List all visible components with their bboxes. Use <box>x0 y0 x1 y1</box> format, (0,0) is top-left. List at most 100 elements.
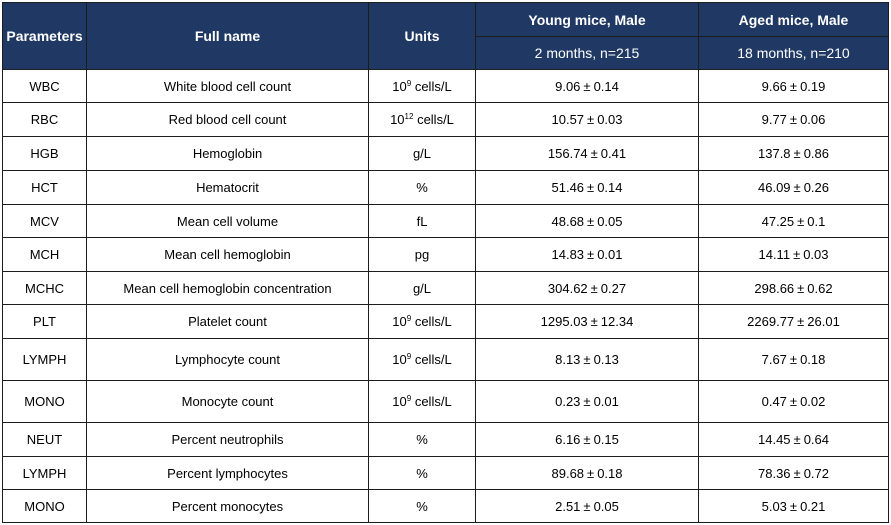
mean-value: 47.25 <box>761 213 795 229</box>
cell-units: g/L <box>368 271 476 305</box>
mean-value: 6.16 <box>555 432 581 447</box>
unit-base: g/L <box>412 146 432 161</box>
plus-minus-symbol: ± <box>587 180 595 195</box>
cell-full-name: Mean cell hemoglobin concentration <box>86 271 369 305</box>
cell-aged-value: 14.45 ±0.64 <box>698 422 889 457</box>
cell-full-name: White blood cell count <box>86 69 369 103</box>
unit-base: 10 <box>392 394 407 409</box>
table-row: WBC White blood cell count 109 cells/L 9.06… <box>2 69 889 103</box>
mean-value: 14.11 <box>758 247 791 262</box>
sem-value: 0.03 <box>803 247 829 262</box>
sem-value: 0.26 <box>803 180 829 195</box>
cell-full-name: Lymphocyte count <box>86 338 369 381</box>
header-row: Parameters Full name Units Young mice, M… <box>2 2 889 70</box>
cell-aged-value: 7.67 ±0.18 <box>698 338 889 381</box>
cell-aged-value: 2269.77 ±26.01 <box>698 304 889 339</box>
sem-value: 0.01 <box>593 394 619 409</box>
cell-units: % <box>368 489 476 523</box>
cell-parameter: PLT <box>2 304 87 339</box>
cell-units: g/L <box>368 136 476 171</box>
mean-value: 137.8 <box>758 146 791 161</box>
cell-units: 109 cells/L <box>368 304 476 339</box>
cell-full-name: Platelet count <box>86 304 369 339</box>
mean-value: 0.23 <box>555 394 581 409</box>
table-row: NEUT Percent neutrophils% 6.16 ±0.15 14.45 ±0… <box>2 422 889 457</box>
sem-value: 0.06 <box>800 112 826 127</box>
plus-minus-symbol: ± <box>583 498 591 514</box>
cell-aged-value: 46.09 ±0.26 <box>698 170 889 205</box>
unit-suffix: cells/L <box>411 314 452 329</box>
plus-minus-symbol: ± <box>583 432 591 447</box>
cell-full-name: Percent monocytes <box>86 489 369 523</box>
unit-base: pg <box>414 247 430 262</box>
unit-suffix: cells/L <box>413 112 454 127</box>
unit-exponent: 9 <box>406 314 412 323</box>
unit-base: % <box>416 465 428 481</box>
header-full-name: Full name <box>86 2 369 70</box>
cell-young-value: 89.68 ±0.18 <box>475 456 699 490</box>
cell-young-value: 6.16 ±0.15 <box>475 422 699 457</box>
table-row: LYMPH Lymphocyte count 109 cells/L 8.13 ±0.1… <box>2 338 889 381</box>
plus-minus-symbol: ± <box>789 498 798 514</box>
plus-minus-symbol: ± <box>789 112 798 127</box>
cell-full-name: Hematocrit <box>86 170 369 205</box>
cell-aged-value: 298.66 ±0.62 <box>698 271 889 305</box>
sem-value: 0.15 <box>593 432 619 447</box>
unit-exponent: 9 <box>406 394 412 403</box>
plus-minus-symbol: ± <box>793 180 801 195</box>
cell-parameter: MCV <box>2 204 87 238</box>
cell-parameter: HCT <box>2 170 87 205</box>
cell-units: 109 cells/L <box>368 69 476 103</box>
unit-exponent: 9 <box>406 78 412 88</box>
unit-exponent: 9 <box>406 352 412 361</box>
plus-minus-symbol: ± <box>587 112 595 127</box>
mean-value: 14.83 <box>551 247 585 262</box>
sem-value: 0.27 <box>600 280 627 296</box>
cell-units: 109 cells/L <box>368 380 476 423</box>
mean-value: 304.62 <box>547 280 588 296</box>
sem-value: 0.13 <box>593 352 619 367</box>
unit-base: 10 <box>392 314 407 329</box>
sem-value: 0.1 <box>807 213 826 229</box>
plus-minus-symbol: ± <box>587 213 595 229</box>
plus-minus-symbol: ± <box>590 280 598 296</box>
sem-value: 12.34 <box>600 314 634 329</box>
cell-young-value: 9.06 ±0.14 <box>475 69 699 103</box>
plus-minus-symbol: ± <box>583 352 591 367</box>
cell-aged-value: 78.36 ±0.72 <box>698 456 889 490</box>
mean-value: 298.66 <box>754 280 795 296</box>
mean-value: 2.51 <box>555 498 581 514</box>
cell-young-value: 8.13 ±0.13 <box>475 338 699 381</box>
cell-aged-value: 9.66 ±0.19 <box>698 69 889 103</box>
mean-value: 7.67 <box>761 352 787 367</box>
cell-young-value: 48.68 ±0.05 <box>475 204 699 238</box>
mean-value: 5.03 <box>761 498 787 514</box>
cell-young-value: 1295.03 ±12.34 <box>475 304 699 339</box>
cell-young-value: 156.74 ±0.41 <box>475 136 699 171</box>
unit-suffix: cells/L <box>411 394 452 409</box>
sem-value: 0.86 <box>803 146 829 161</box>
mean-value: 46.09 <box>758 180 791 195</box>
mean-value: 9.66 <box>761 78 787 94</box>
cell-full-name: Monocyte count <box>86 380 369 423</box>
header-young-sub: 2 months, n=215 <box>475 36 699 70</box>
plus-minus-symbol: ± <box>793 247 801 262</box>
mean-value: 10.57 <box>551 112 585 127</box>
plus-minus-symbol: ± <box>793 465 801 481</box>
sem-value: 0.14 <box>593 78 619 94</box>
table-row: PLT Platelet count 109 cells/L 1295.03 ±12.3… <box>2 304 889 339</box>
cell-parameter: HGB <box>2 136 87 171</box>
plus-minus-symbol: ± <box>797 280 805 296</box>
sem-value: 0.21 <box>800 498 826 514</box>
header-aged-sub: 18 months, n=210 <box>698 36 889 70</box>
cell-full-name: Mean cell hemoglobin <box>86 237 369 272</box>
sem-value: 0.72 <box>803 465 829 481</box>
cell-full-name: Hemoglobin <box>86 136 369 171</box>
plus-minus-symbol: ± <box>590 146 598 161</box>
mean-value: 51.46 <box>551 180 585 195</box>
cell-parameter: LYMPH <box>2 456 87 490</box>
mean-value: 89.68 <box>551 465 585 481</box>
plus-minus-symbol: ± <box>583 78 591 94</box>
sem-value: 0.05 <box>597 213 623 229</box>
